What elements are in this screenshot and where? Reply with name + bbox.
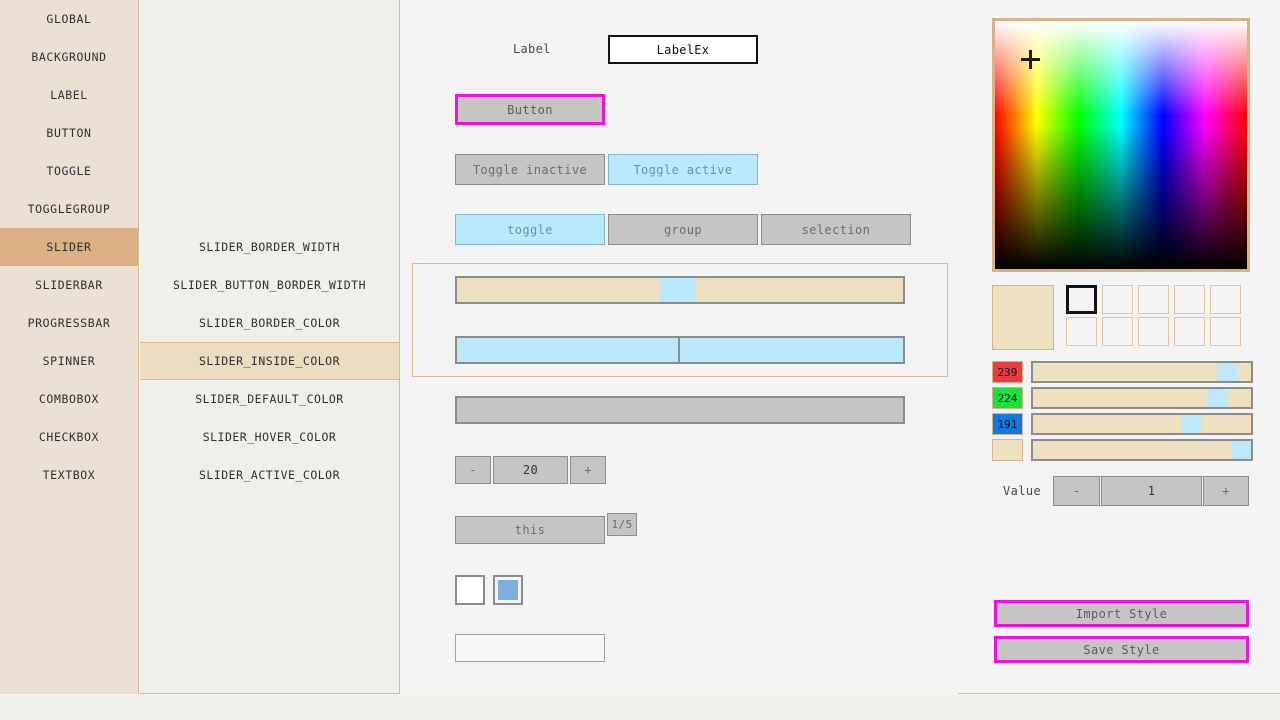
slider-knob[interactable] (660, 278, 696, 302)
color-preview-swatch (992, 285, 1054, 350)
sidebar-item-textbox[interactable]: TEXTBOX (42, 468, 96, 482)
channel-value-alpha[interactable] (992, 439, 1023, 461)
crosshair-icon[interactable] (1021, 50, 1040, 69)
swatch-2[interactable] (1138, 285, 1169, 314)
sidebar-item-background[interactable]: BACKGROUND (31, 50, 107, 64)
save-style-button[interactable]: Save Style (994, 636, 1249, 663)
sidebar-item-togglegroup[interactable]: TOGGLEGROUP (27, 202, 111, 216)
progressbar (455, 396, 905, 424)
swatch-3[interactable] (1174, 285, 1205, 314)
property-item-slider_hover_color[interactable]: SLIDER_HOVER_COLOR (202, 430, 337, 444)
sidebar-item-sliderbar[interactable]: SLIDERBAR (35, 278, 103, 292)
preview-button[interactable]: Button (455, 94, 605, 125)
channel-slider-red[interactable] (1031, 361, 1253, 383)
property-item-slider_button_border_width[interactable]: SLIDER_BUTTON_BORDER_WIDTH (172, 278, 366, 292)
preview-panel: Label LabelEx Button Toggle inactive Tog… (400, 0, 958, 720)
toggle-active[interactable]: Toggle active (608, 154, 758, 185)
swatch-6[interactable] (1102, 317, 1133, 346)
color-gradient (995, 21, 1247, 269)
spinner-value[interactable]: 20 (493, 456, 568, 484)
togglegroup-item-selection[interactable]: selection (761, 214, 911, 245)
checkbox-checked[interactable] (493, 575, 523, 605)
combobox[interactable]: this (455, 516, 605, 544)
bottom-strip (0, 695, 1280, 720)
swatch-4[interactable] (1210, 285, 1241, 314)
spinner-decrement-button[interactable]: - (455, 456, 491, 484)
value-field[interactable]: 1 (1101, 476, 1202, 506)
property-item-slider_inside_color[interactable]: SLIDER_INSIDE_COLOR (140, 342, 399, 380)
sidebar-item-spinner[interactable]: SPINNER (42, 354, 96, 368)
slider[interactable] (455, 276, 905, 304)
property-item-slider_active_color[interactable]: SLIDER_ACTIVE_COLOR (198, 468, 341, 482)
swatch-7[interactable] (1138, 317, 1169, 346)
swatch-0[interactable] (1066, 285, 1097, 314)
swatch-5[interactable] (1066, 317, 1097, 346)
labelex-field[interactable]: LabelEx (608, 35, 758, 64)
channel-value-green[interactable]: 224 (992, 387, 1023, 409)
sidebar-item-label[interactable]: LABEL (50, 88, 88, 102)
combobox-count[interactable]: 1/5 (607, 513, 637, 536)
slider-group-panel (412, 263, 948, 377)
togglegroup-item-group[interactable]: group (608, 214, 758, 245)
channel-slider-alpha[interactable] (1031, 439, 1253, 461)
channel-knob-alpha[interactable] (1231, 441, 1251, 459)
category-sidebar: GLOBAL BACKGROUND LABEL BUTTON TOGGLE TOGGLEG… (0, 0, 139, 694)
property-column: SLIDER_BORDER_WIDTH SLIDER_BUTTON_BORDER_… (140, 0, 400, 694)
channel-slider-blue[interactable] (1031, 413, 1253, 435)
channel-value-blue[interactable]: 191 (992, 413, 1023, 435)
channel-value-red[interactable]: 239 (992, 361, 1023, 383)
value-label: Value (1003, 484, 1042, 498)
channel-slider-green[interactable] (1031, 387, 1253, 409)
sidebar-item-toggle[interactable]: TOGGLE (46, 164, 92, 178)
spinner-increment-button[interactable]: + (570, 456, 606, 484)
sidebar-item-button[interactable]: BUTTON (46, 126, 92, 140)
color-field[interactable] (992, 18, 1250, 272)
property-item-slider_default_color[interactable]: SLIDER_DEFAULT_COLOR (195, 392, 344, 406)
sidebar-item-progressbar[interactable]: PROGRESSBAR (27, 316, 111, 330)
sliderbar[interactable] (455, 336, 905, 364)
import-style-button[interactable]: Import Style (994, 600, 1249, 627)
textbox[interactable] (455, 634, 605, 662)
color-picker-panel: 239 224 191 (958, 0, 1280, 694)
sidebar-item-global[interactable]: GLOBAL (46, 12, 92, 26)
toggle-inactive[interactable]: Toggle inactive (455, 154, 605, 185)
black-overlay (995, 21, 1247, 269)
sidebar-item-slider[interactable]: SLIDER (0, 228, 138, 266)
swatch-9[interactable] (1210, 317, 1241, 346)
sidebar-item-checkbox[interactable]: CHECKBOX (38, 430, 100, 444)
saved-swatch-grid (1066, 285, 1250, 350)
property-item-slider_border_color[interactable]: SLIDER_BORDER_COLOR (198, 316, 341, 330)
channel-knob-red[interactable] (1217, 363, 1238, 381)
swatch-8[interactable] (1174, 317, 1205, 346)
value-decrement-button[interactable]: - (1053, 476, 1100, 506)
property-item-slider_border_width[interactable]: SLIDER_BORDER_WIDTH (198, 240, 341, 254)
sidebar-item-combobox[interactable]: COMBOBOX (38, 392, 100, 406)
label-static: Label (513, 42, 551, 56)
togglegroup-item-toggle[interactable]: toggle (455, 214, 605, 245)
checkbox-unchecked[interactable] (455, 575, 485, 605)
sliderbar-fill (457, 338, 680, 362)
value-increment-button[interactable]: + (1203, 476, 1249, 506)
swatch-1[interactable] (1102, 285, 1133, 314)
channel-knob-green[interactable] (1207, 389, 1228, 407)
channel-knob-blue[interactable] (1181, 415, 1202, 433)
checkbox-mark (498, 580, 518, 600)
